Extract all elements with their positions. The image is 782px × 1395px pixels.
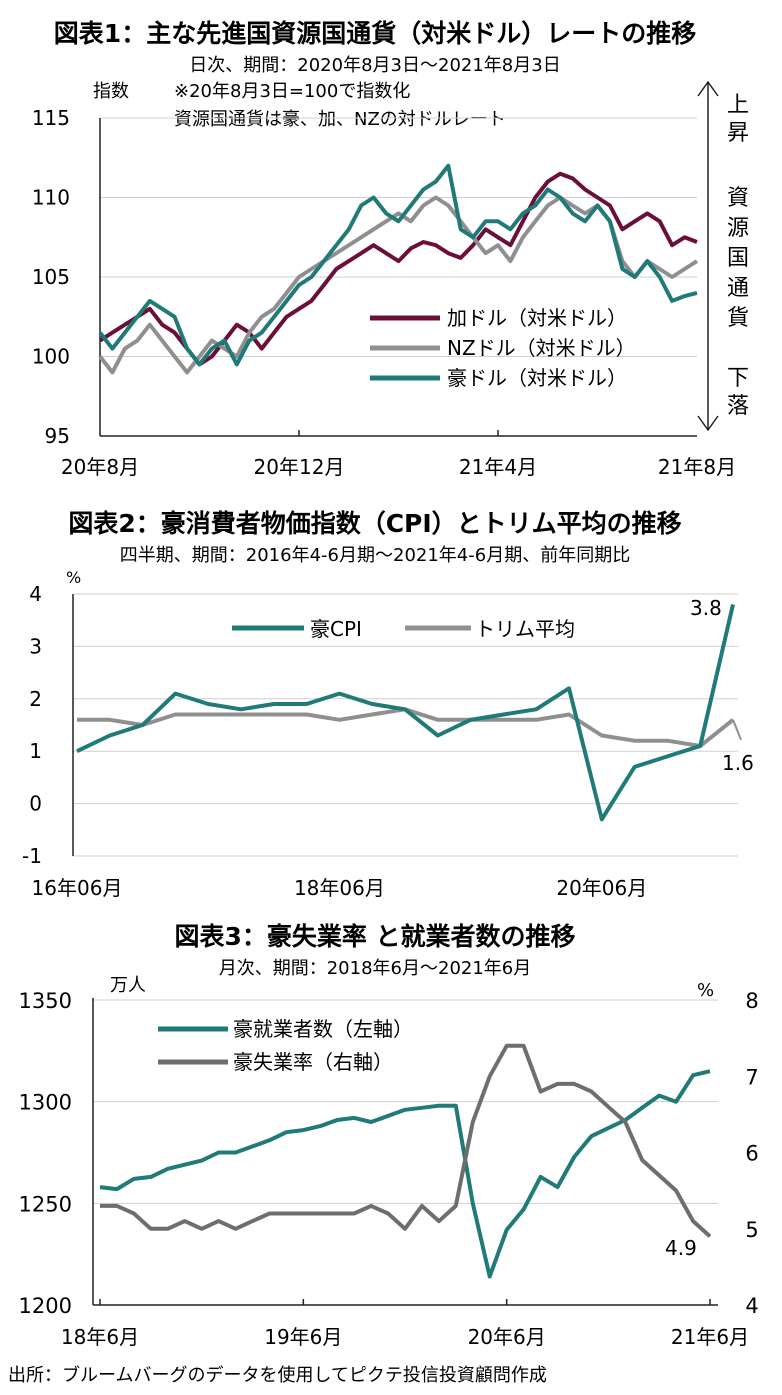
chart1-y-tick-label: 115 bbox=[32, 106, 70, 130]
legend-label-aud: 豪ドル（対米ドル） bbox=[447, 366, 627, 390]
chart3-right-tick-label: 8 bbox=[745, 989, 758, 1013]
chart2-y-unit: % bbox=[66, 568, 81, 587]
direction-label-middle: 貨 bbox=[727, 306, 749, 331]
chart2-subtitle: 四半期、期間：2016年4-6月期～2021年4-6月期、前年同期比 bbox=[120, 545, 630, 566]
chart3-x-axis: 18年6月 19年6月 20年6月 21年6月 bbox=[61, 1299, 749, 1349]
chart1-note-1: ※20年8月3日=100で指数化 bbox=[174, 81, 410, 102]
chart3-right-tick-label: 4 bbox=[745, 1294, 758, 1318]
chart3-title: 図表3：豪失業率 と就業者数の推移 bbox=[174, 922, 575, 951]
chart2: 図表2：豪消費者物価指数（CPI）とトリム平均の推移 四半期、期間：2016年4… bbox=[22, 509, 754, 900]
chart3-line-unemp bbox=[100, 1043, 712, 1238]
chart2-x-tick-label: 16年06月 bbox=[32, 876, 123, 900]
legend-label-unemp: 豪失業率（右軸） bbox=[233, 1050, 393, 1074]
chart3-left-axis: 1200 1250 1300 1350 bbox=[19, 989, 72, 1318]
chart2-y-tick-label: -1 bbox=[22, 844, 42, 868]
chart3-gridlines bbox=[93, 999, 718, 1204]
arrow-down-icon bbox=[697, 415, 719, 432]
chart2-series bbox=[76, 604, 742, 822]
direction-label-down: 下 bbox=[727, 366, 749, 391]
legend-label-employed: 豪就業者数（左軸） bbox=[233, 1017, 413, 1041]
chart3-left-tick-label: 1300 bbox=[19, 1091, 72, 1115]
chart3-left-unit: 万人 bbox=[110, 975, 146, 996]
chart3-right-unit: % bbox=[697, 980, 714, 1001]
chart3-unemp-last-label: 4.9 bbox=[665, 1236, 697, 1260]
chart3-x-tick-label: 19年6月 bbox=[264, 1325, 342, 1349]
chart1-x-tick-label: 21年8月 bbox=[658, 455, 736, 479]
chart1-x-axis: 20年8月 20年12月 21年4月 21年8月 bbox=[61, 430, 736, 479]
chart1-y-axis: 95 100 105 110 115 bbox=[32, 106, 70, 448]
chart1-legend: 加ドル（対米ドル） NZドル（対米ドル） 豪ドル（対米ドル） bbox=[370, 306, 636, 390]
chart1-series bbox=[98, 163, 699, 375]
chart1-title: 図表1：主な先進国資源国通貨（対米ドル）レートの推移 bbox=[54, 19, 696, 48]
chart2-x-tick-label: 18年06月 bbox=[294, 876, 385, 900]
chart2-trim-last-label: 1.6 bbox=[722, 751, 754, 775]
legend-label-nzd: NZドル（対米ドル） bbox=[447, 336, 636, 360]
chart3-line-employed bbox=[99, 1069, 711, 1279]
chart2-legend: 豪CPI トリム平均 bbox=[232, 617, 575, 641]
chart1-x-tick-label: 20年12月 bbox=[254, 455, 345, 479]
chart2-line-cpi bbox=[76, 604, 735, 822]
chart1-y-tick-label: 95 bbox=[45, 424, 70, 448]
chart2-y-tick-label: 1 bbox=[29, 739, 42, 763]
chart1-y-unit: 指数 bbox=[93, 81, 129, 102]
source-note: 出所：ブルームバーグのデータを使用してピクテ投信投資顧問作成 bbox=[8, 1364, 547, 1386]
chart3-right-tick-label: 5 bbox=[745, 1218, 758, 1242]
direction-label-middle: 資 bbox=[727, 186, 749, 211]
chart1-y-tick-label: 100 bbox=[32, 345, 70, 369]
legend-label-cad: 加ドル（対米ドル） bbox=[447, 306, 627, 330]
chart2-x-axis: 16年06月 18年06月 20年06月 bbox=[32, 876, 648, 900]
direction-label-down: 落 bbox=[727, 394, 749, 419]
direction-label-middle: 国 bbox=[727, 246, 749, 271]
legend-label-trim: トリム平均 bbox=[475, 617, 575, 641]
chart2-y-axis: -1 0 1 2 3 4 bbox=[22, 582, 42, 868]
chart3-series bbox=[99, 1043, 712, 1279]
chart2-y-tick-label: 3 bbox=[29, 634, 42, 658]
chart1-y-tick-label: 110 bbox=[32, 186, 70, 210]
direction-label-middle: 源 bbox=[727, 216, 749, 241]
chart1-gridlines bbox=[100, 117, 697, 357]
chart2-cpi-last-label: 3.8 bbox=[690, 596, 722, 620]
chart2-y-tick-label: 2 bbox=[29, 687, 42, 711]
chart3-right-tick-label: 6 bbox=[745, 1142, 758, 1166]
chart1-note-2: 資源国通貨は豪、加、NZの対ドルレート bbox=[174, 109, 506, 130]
chart2-y-tick-label: 0 bbox=[29, 792, 42, 816]
chart1-x-tick-label: 21年4月 bbox=[459, 455, 537, 479]
chart2-gridlines bbox=[73, 593, 738, 857]
chart3-legend: 豪就業者数（左軸） 豪失業率（右軸） bbox=[158, 1017, 413, 1074]
direction-label-up: 昇 bbox=[727, 121, 749, 146]
chart2-y-tick-label: 4 bbox=[29, 582, 42, 606]
chart3-x-tick-label: 18年6月 bbox=[61, 1325, 139, 1349]
arrow-up-icon bbox=[697, 80, 719, 97]
chart3-left-tick-label: 1250 bbox=[19, 1192, 72, 1216]
chart1-y-tick-label: 105 bbox=[32, 265, 70, 289]
chart3-x-tick-label: 21年6月 bbox=[671, 1325, 749, 1349]
chart3-right-tick-label: 7 bbox=[745, 1065, 758, 1089]
direction-label-up: 上 bbox=[727, 93, 749, 118]
chart3-right-axis: 4 5 6 7 8 bbox=[745, 989, 758, 1318]
chart1: 図表1：主な先進国資源国通貨（対米ドル）レートの推移 日次、期間：2020年8月… bbox=[32, 19, 749, 479]
direction-label-middle: 通 bbox=[727, 276, 749, 301]
legend-label-cpi: 豪CPI bbox=[310, 617, 362, 641]
chart3-left-tick-label: 1200 bbox=[19, 1294, 72, 1318]
chart1-subtitle: 日次、期間：2020年8月3日～2021年8月3日 bbox=[189, 55, 560, 76]
chart3-subtitle: 月次、期間：2018年6月～2021年6月 bbox=[219, 958, 532, 979]
chart1-x-tick-label: 20年8月 bbox=[61, 455, 139, 479]
chart1-line-aud bbox=[98, 163, 698, 367]
chart2-line-trim bbox=[77, 707, 735, 748]
chart2-x-tick-label: 20年06月 bbox=[556, 876, 647, 900]
chart3-x-tick-label: 20年6月 bbox=[468, 1325, 546, 1349]
chart3-left-tick-label: 1350 bbox=[19, 989, 72, 1013]
chart2-title: 図表2：豪消費者物価指数（CPI）とトリム平均の推移 bbox=[68, 509, 681, 538]
chart3: 図表3：豪失業率 と就業者数の推移 月次、期間：2018年6月～2021年6月 … bbox=[19, 922, 759, 1349]
chart2-trim-label-leader bbox=[732, 719, 742, 741]
